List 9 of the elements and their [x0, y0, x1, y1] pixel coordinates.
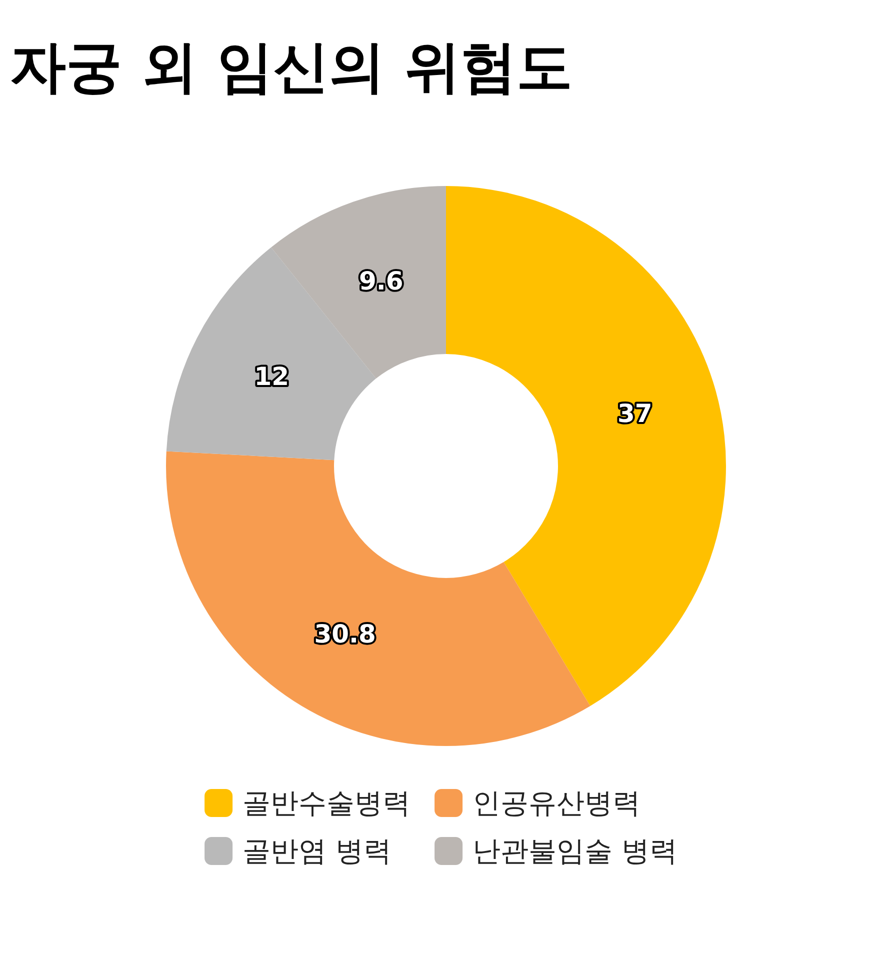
data-label: 30.8 [314, 619, 376, 648]
data-label: 9.6 [358, 266, 404, 296]
data-label: 37 [617, 399, 652, 428]
legend-label: 난관불임술 병력 [472, 834, 678, 868]
legend-label: 골반수술병력 [242, 786, 411, 820]
legend-label: 골반염 병력 [242, 834, 392, 868]
legend-label: 인공유산병력 [472, 786, 641, 820]
chart-title: 자궁 외 임신의 위험도 [10, 35, 572, 100]
data-label: 12 [254, 362, 290, 391]
